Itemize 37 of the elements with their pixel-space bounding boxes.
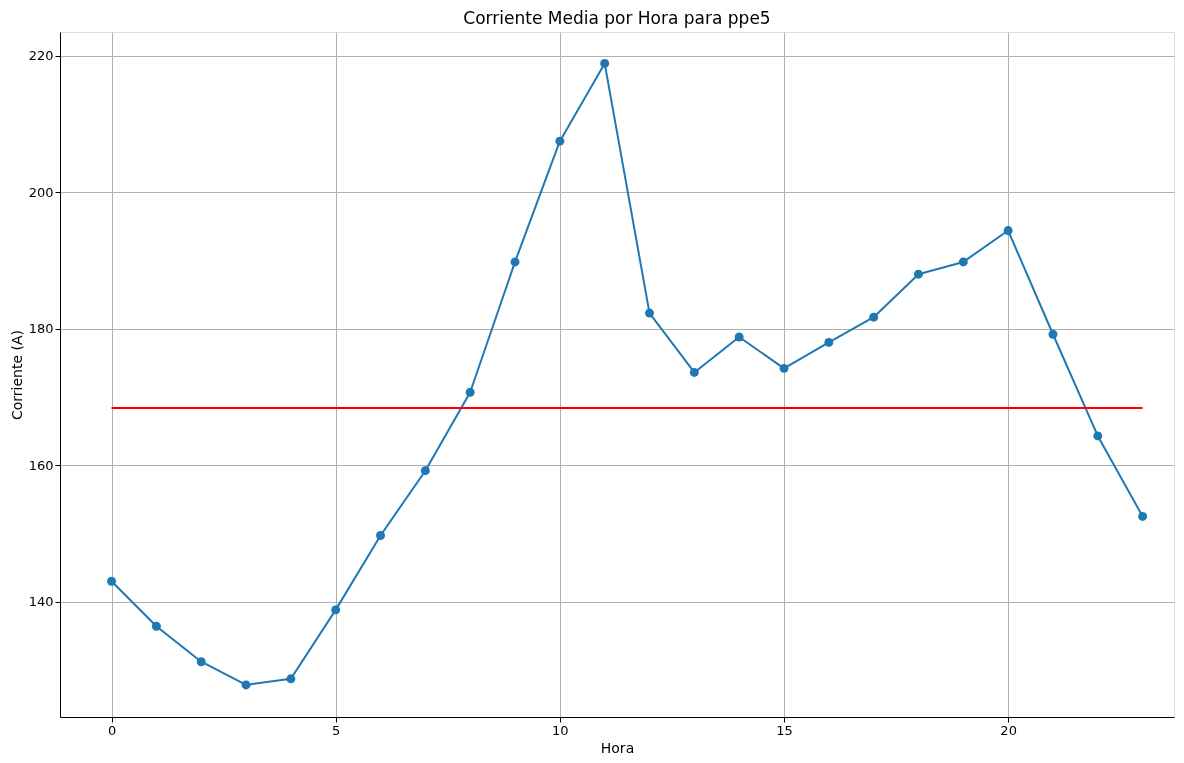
point bbox=[376, 531, 385, 540]
point bbox=[1048, 329, 1058, 339]
point bbox=[689, 367, 699, 377]
point bbox=[1003, 226, 1013, 235]
y-tick-label: 200 bbox=[28, 184, 54, 200]
x-tick-label: 0 bbox=[107, 722, 117, 738]
point bbox=[734, 332, 744, 342]
point bbox=[1138, 511, 1148, 521]
y-tick-label: 220 bbox=[28, 48, 54, 64]
point bbox=[465, 387, 475, 397]
y-tick-label: 160 bbox=[28, 457, 54, 473]
x-tick-label: 20 bbox=[1000, 722, 1017, 738]
x-tick-label: 10 bbox=[552, 722, 569, 738]
point bbox=[151, 621, 161, 631]
x-tick-label: 15 bbox=[776, 722, 793, 738]
point bbox=[645, 308, 654, 318]
chart-title: Corriente Media por Hora para ppe5 bbox=[463, 8, 771, 28]
x-tick-label: 5 bbox=[332, 722, 341, 738]
y-tick-label: 140 bbox=[28, 594, 54, 610]
point bbox=[241, 680, 251, 690]
x-axis-title: Hora bbox=[600, 739, 635, 756]
point bbox=[869, 312, 879, 322]
point bbox=[107, 576, 117, 586]
point bbox=[555, 136, 565, 146]
point bbox=[779, 363, 789, 373]
point bbox=[958, 257, 968, 267]
y-tick-label: 180 bbox=[28, 321, 54, 337]
point bbox=[510, 257, 520, 267]
point bbox=[331, 605, 341, 615]
point bbox=[914, 269, 923, 279]
y-axis-title: Corriente (A) bbox=[8, 329, 25, 421]
point bbox=[286, 674, 296, 684]
point bbox=[196, 657, 206, 667]
point bbox=[420, 466, 430, 476]
point bbox=[600, 58, 610, 68]
point bbox=[1093, 431, 1103, 441]
point bbox=[824, 337, 834, 347]
